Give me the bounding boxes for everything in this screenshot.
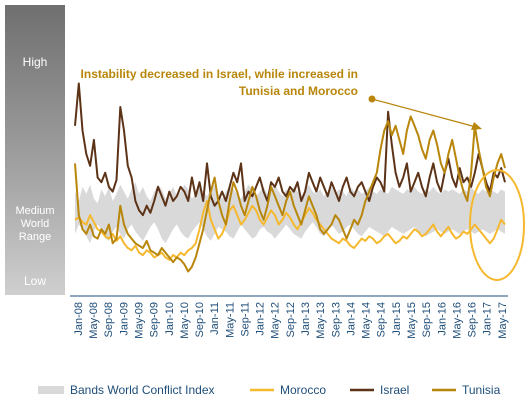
band-layer — [75, 182, 505, 244]
legend-swatch-band — [38, 386, 64, 394]
x-tick-label: Jan-13 — [300, 302, 312, 336]
x-tick-label: Jan-17 — [482, 302, 494, 336]
x-tick-label: Sep-13 — [330, 302, 342, 337]
x-tick-label: May-13 — [315, 302, 327, 339]
legend-label-band: Bands World Conflict Index — [70, 383, 215, 397]
x-tick-label: May-12 — [270, 302, 282, 339]
x-tick-label: Jan-16 — [436, 302, 448, 336]
series-line-tunisia — [74, 115, 506, 273]
band-label-medium: Medium World Range — [15, 205, 55, 243]
x-tick-label: Jan-12 — [255, 302, 267, 336]
x-tick-labels: Jan-08 May-08 Sep-08 Jan-09 May-09 Sep-09 Jan-… — [73, 302, 509, 339]
series-line-morocco — [74, 200, 506, 261]
band-label-high: High — [23, 55, 48, 69]
legend-label-israel: Israel — [380, 383, 409, 397]
x-tick-label: May-16 — [451, 302, 463, 339]
x-tick-label: Jan-11 — [209, 302, 221, 335]
x-tick-label: Sep-10 — [194, 302, 206, 337]
band-label-medium-wrap: Medium World Range — [15, 205, 55, 243]
series-layer — [74, 82, 506, 273]
legend: Bands World Conflict Index Morocco Israe… — [38, 383, 501, 397]
highlight-ellipse — [469, 169, 525, 281]
annotation-line-1: Instability decreased in Israel, while i… — [81, 67, 358, 81]
x-tick-label: May-14 — [361, 302, 373, 339]
x-tick-label: May-09 — [133, 302, 145, 339]
x-tick-label: Sep-12 — [285, 302, 297, 337]
x-tick-label: May-08 — [88, 302, 100, 339]
x-tick-label: Jan-08 — [73, 302, 85, 336]
annotation-line-2: Tunisia and Morocco — [239, 84, 358, 98]
band-label-low: Low — [24, 274, 46, 288]
x-tick-label: Jan-15 — [391, 302, 403, 336]
severity-labels: High Medium World Range Low — [15, 55, 55, 288]
annotation-arrow — [371, 98, 477, 128]
x-tick-label: Sep-08 — [103, 302, 115, 337]
x-tick-label: Jan-10 — [164, 302, 176, 336]
x-tick-label: May-10 — [179, 302, 191, 339]
x-tick-label: May-11 — [224, 302, 236, 338]
severity-scale-bar — [5, 5, 65, 295]
x-tick-label: Sep-09 — [149, 302, 161, 337]
x-tick-label: Sep-11 — [239, 302, 251, 337]
x-tick-label: Sep-16 — [467, 302, 479, 337]
x-tick-label: Sep-14 — [376, 302, 388, 337]
legend-label-morocco: Morocco — [280, 383, 326, 397]
x-tick-label: May-17 — [497, 302, 509, 339]
x-tick-label: Sep-15 — [421, 302, 433, 337]
series-band-area — [75, 182, 505, 244]
x-tick-label: Jan-14 — [345, 302, 357, 336]
annotation-arrowhead — [471, 122, 482, 130]
series-line-israel — [74, 82, 506, 217]
x-tick-label: Jan-09 — [118, 302, 130, 336]
x-tick-label: May-15 — [406, 302, 418, 339]
legend-label-tunisia: Tunisia — [462, 383, 501, 397]
